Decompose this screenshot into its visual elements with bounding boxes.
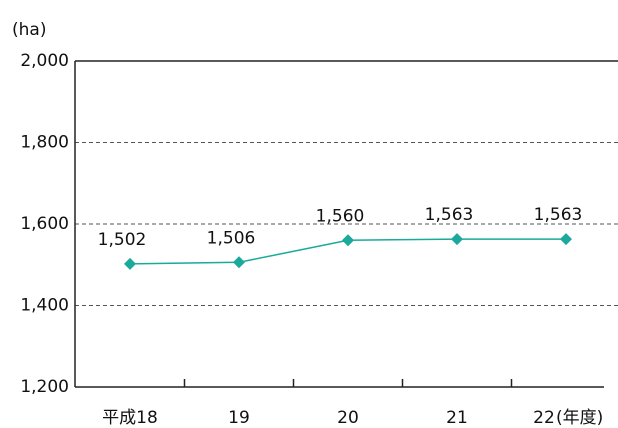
x-axis-label: (年度) — [556, 408, 603, 428]
marker — [233, 256, 245, 269]
x-tick-label: 19 — [228, 408, 250, 428]
value-label: 1,563 — [534, 205, 583, 225]
y-tick-label: 1,800 — [20, 133, 69, 153]
marker — [451, 233, 463, 246]
marker — [124, 257, 136, 270]
x-tick-label: 22 — [533, 408, 555, 428]
x-tick-label: 20 — [337, 408, 359, 428]
x-tick-label: 21 — [446, 408, 468, 428]
y-axis-label: (ha) — [12, 20, 46, 40]
marker — [342, 234, 354, 247]
value-label: 1,502 — [98, 230, 147, 250]
y-tick-label: 1,600 — [20, 214, 69, 234]
marker — [560, 233, 572, 246]
y-tick-label: 1,400 — [20, 296, 69, 316]
y-tick-label: 2,000 — [20, 51, 69, 71]
value-label: 1,506 — [207, 228, 256, 248]
value-label: 1,560 — [316, 206, 365, 226]
value-label: 1,563 — [425, 205, 474, 225]
y-tick-label: 1,200 — [20, 377, 69, 397]
x-tick-label: 平成18 — [102, 408, 158, 428]
